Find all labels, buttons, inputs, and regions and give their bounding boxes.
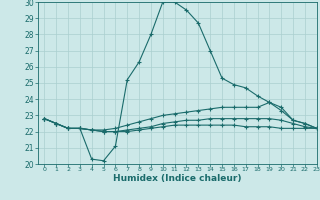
X-axis label: Humidex (Indice chaleur): Humidex (Indice chaleur): [113, 174, 242, 183]
